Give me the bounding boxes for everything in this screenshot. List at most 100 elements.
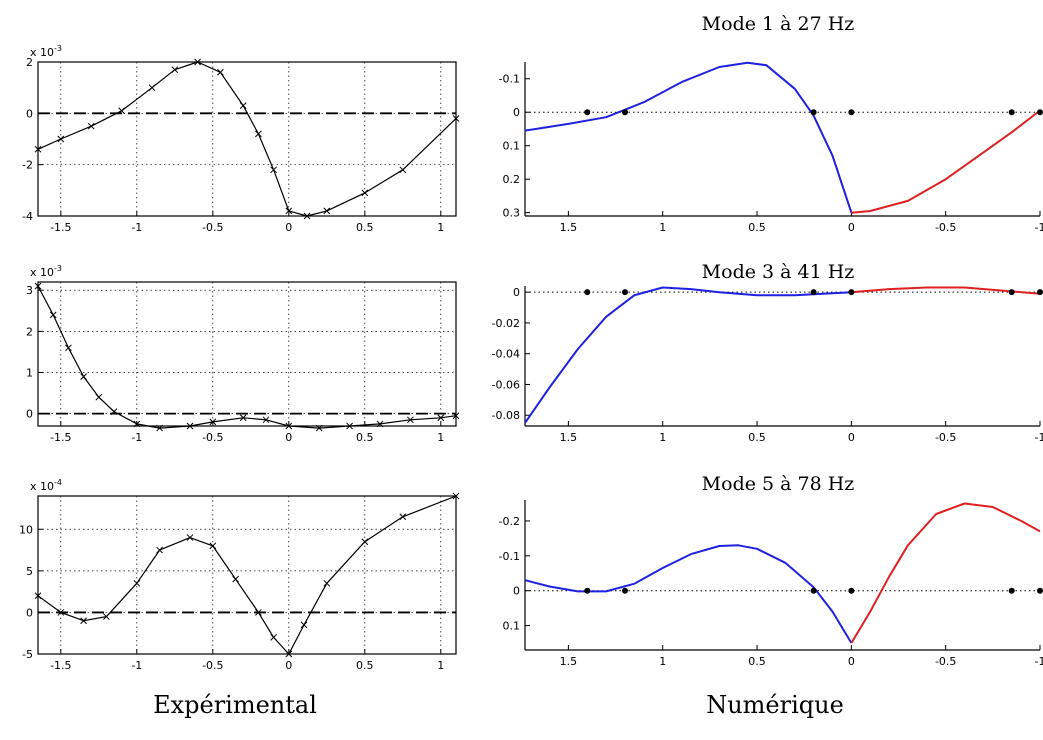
chart-title: Mode 1 à 27 Hz: [702, 13, 855, 35]
x-tick-label: 0.5: [748, 431, 766, 444]
x-tick-label: 1.5: [560, 655, 578, 668]
x-tick-label: 0.5: [356, 659, 374, 672]
data-point-marker: [118, 107, 125, 115]
chart-exp3: -1.5 -1 -0.5 0 0.5 1 -5 0 5 10 x 10-4: [19, 478, 460, 672]
node-marker: [621, 587, 628, 594]
x-tick-label: 0: [848, 655, 855, 668]
x-tick-label: -1.5: [50, 221, 71, 234]
node-marker: [621, 289, 628, 296]
data-point-marker: [57, 609, 65, 616]
data-point-marker: [399, 166, 407, 174]
node-marker: [810, 587, 817, 594]
x-tick-label: 1: [437, 431, 444, 444]
data-point-marker: [57, 135, 65, 143]
node-marker: [1008, 109, 1015, 116]
data-point-marker: [361, 538, 369, 546]
y-tick-label: -0.06: [492, 378, 520, 391]
node-marker: [848, 587, 855, 594]
data-point-marker: [346, 422, 353, 430]
x-tick-label: -1: [131, 431, 142, 444]
series-line-1: [851, 286, 1041, 295]
series-line-1: [850, 502, 1041, 644]
y-tick-label: -0.08: [492, 409, 520, 422]
y-tick-label: -0.1: [499, 73, 520, 86]
node-marker: [584, 587, 591, 594]
data-point-marker: [110, 408, 118, 415]
data-point-marker: [255, 130, 262, 138]
data-point-marker: [148, 84, 156, 92]
chart-title: Mode 3 à 41 Hz: [702, 261, 855, 283]
chart-exp1: -1.5 -1 -0.5 0 0.5 1 -4 -2 0 2x 10-3: [22, 44, 460, 234]
data-point-marker: [407, 416, 414, 424]
exponent-label: x 10-4: [30, 478, 62, 493]
x-tick-label: -1: [131, 659, 142, 672]
chart-num1: 1.5 1 0.5 0 -0.5 -1 -0.1 0 0.1 0.2 0.3 Mode 1 à 27 …: [499, 13, 1043, 234]
data-point-marker: [270, 166, 277, 174]
x-tick-label: -0.5: [935, 431, 956, 444]
data-point-marker: [452, 412, 460, 420]
x-tick-label: 1: [659, 431, 666, 444]
node-marker: [1037, 109, 1043, 116]
series-line-0: [524, 61, 853, 214]
data-point-marker: [133, 579, 141, 587]
series-line-0: [524, 286, 852, 424]
data-point-marker: [239, 102, 247, 109]
y-tick-label: 2: [26, 56, 33, 69]
x-tick-label: 0.5: [748, 655, 766, 668]
y-tick-label: -5: [22, 648, 33, 661]
node-marker: [810, 289, 817, 296]
y-tick-label: -0.1: [499, 550, 520, 563]
data-point-marker: [217, 68, 224, 76]
exponent-label: x 10-3: [30, 264, 62, 279]
x-tick-label: 1.5: [560, 221, 578, 234]
y-tick-label: 0: [513, 286, 520, 299]
y-tick-label: 0.1: [503, 620, 521, 633]
y-tick-label: -0.02: [492, 317, 520, 330]
data-point-marker: [323, 207, 331, 215]
data-point-marker: [171, 66, 179, 74]
x-tick-label: 1.5: [560, 431, 578, 444]
data-point-marker: [156, 546, 163, 554]
x-tick-label: -0.5: [202, 431, 223, 444]
x-tick-label: -1.5: [50, 659, 71, 672]
data-point-marker: [34, 145, 42, 153]
data-point-marker: [361, 189, 369, 197]
x-tick-label: 0: [285, 431, 292, 444]
data-point-marker: [34, 592, 42, 600]
chart-title: Mode 5 à 78 Hz: [702, 473, 855, 495]
x-tick-label: -1: [1035, 431, 1043, 444]
chart-num3: 1.5 1 0.5 0 -0.5 -1 -0.2 -0.1 0 0.1 Mode 5 à 78 Hz: [499, 473, 1043, 668]
x-tick-label: 1: [437, 221, 444, 234]
data-point-marker: [186, 534, 194, 541]
node-marker: [1008, 289, 1015, 296]
series-line-0: [37, 495, 457, 655]
data-point-marker: [376, 420, 384, 428]
plot-frame: [37, 61, 457, 217]
x-tick-label: 0.5: [748, 221, 766, 234]
node-marker: [584, 289, 591, 296]
x-tick-label: -1: [1035, 655, 1043, 668]
x-tick-label: -0.5: [202, 659, 223, 672]
y-tick-label: -4: [22, 210, 33, 223]
x-tick-label: -0.5: [935, 655, 956, 668]
y-tick-label: -0.04: [492, 348, 520, 361]
series-line-0: [37, 61, 457, 217]
data-point-marker: [300, 621, 308, 629]
series-line-1: [851, 109, 1041, 214]
data-point-marker: [209, 418, 217, 426]
data-point-marker: [255, 609, 262, 616]
data-point-marker: [65, 344, 72, 352]
x-tick-label: 0: [285, 659, 292, 672]
node-marker: [848, 289, 855, 296]
y-tick-label: 0: [26, 107, 33, 120]
y-tick-label: -2: [22, 159, 33, 172]
data-point-marker: [103, 613, 110, 620]
y-tick-label: 0.1: [503, 140, 521, 153]
node-marker: [848, 109, 855, 116]
data-point-marker: [239, 414, 247, 422]
x-tick-label: -1.5: [50, 431, 71, 444]
y-tick-label: 0.3: [503, 207, 521, 220]
y-tick-label: 0: [26, 408, 33, 421]
data-point-marker: [315, 424, 323, 432]
